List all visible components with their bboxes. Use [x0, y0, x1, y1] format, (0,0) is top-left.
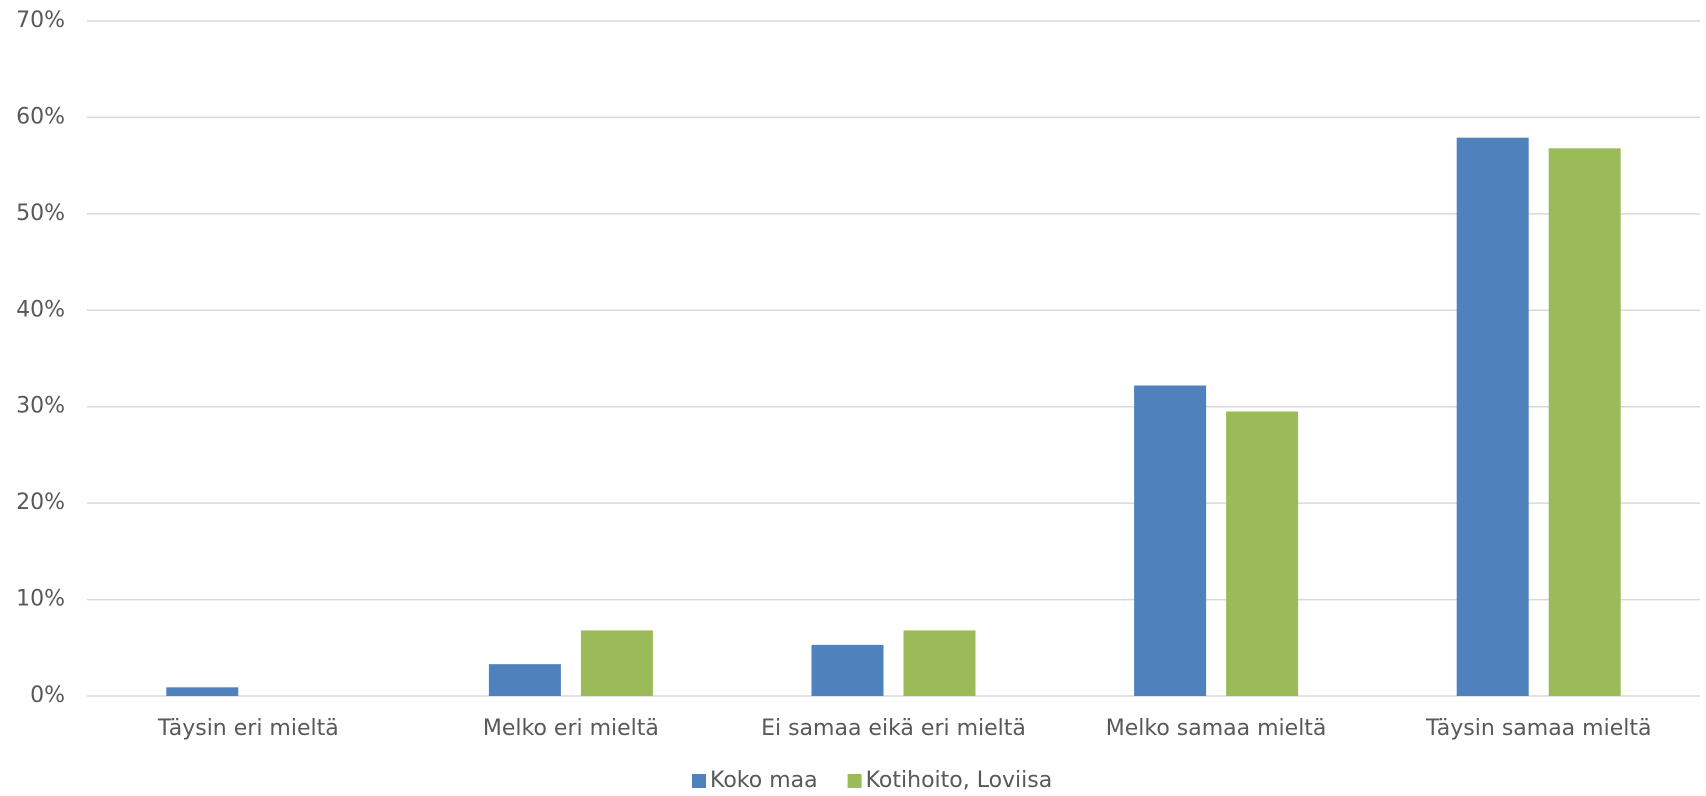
x-tick-label: Melko eri mieltä: [483, 716, 659, 741]
y-tick-label: 30%: [16, 394, 65, 419]
bar: [811, 644, 884, 696]
bar: [166, 687, 239, 696]
y-tick-label: 20%: [16, 490, 65, 515]
x-tick-label: Täysin samaa mieltä: [1425, 716, 1652, 741]
y-tick-label: 60%: [16, 104, 65, 129]
bar: [1548, 148, 1621, 697]
x-tick-label: Täysin eri mieltä: [157, 716, 339, 741]
y-tick-label: 50%: [16, 201, 65, 226]
bar: [1134, 385, 1207, 696]
legend-label: Koko maa: [710, 768, 818, 793]
y-tick-label: 10%: [16, 587, 65, 612]
legend-label: Kotihoito, Loviisa: [866, 768, 1053, 793]
bar: [488, 664, 561, 696]
bar: [1456, 137, 1529, 696]
y-tick-label: 0%: [30, 683, 65, 708]
y-tick-label: 40%: [16, 297, 65, 322]
bar: [580, 630, 653, 696]
x-tick-label: Melko samaa mieltä: [1106, 716, 1327, 741]
x-tick-label: Ei samaa eikä eri mieltä: [761, 716, 1026, 741]
bar: [903, 630, 976, 696]
legend-swatch: [692, 774, 706, 788]
bar: [1226, 411, 1299, 696]
y-tick-label: 70%: [16, 8, 65, 33]
legend-swatch: [847, 774, 862, 788]
